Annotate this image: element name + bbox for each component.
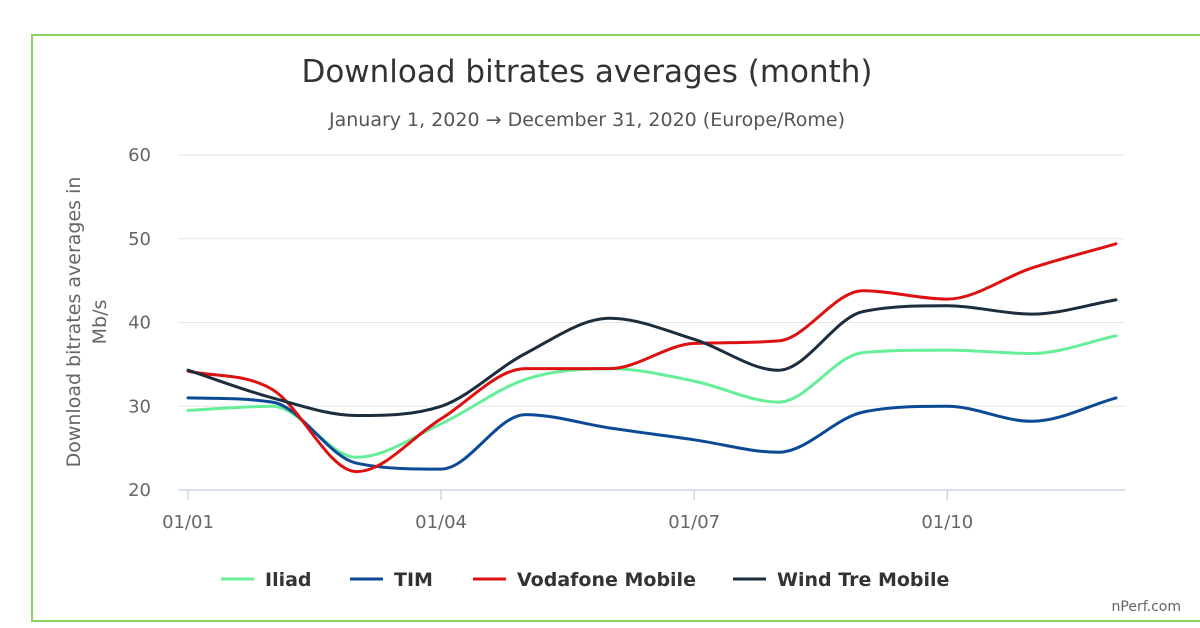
legend-label: TIM xyxy=(394,569,433,591)
y-axis-label-line-1: Download bitrates averages in xyxy=(63,177,85,468)
legend-label: Iliad xyxy=(265,569,312,591)
series-lines xyxy=(186,242,1118,474)
y-axis-ticks: 20 30 40 50 60 xyxy=(128,145,151,501)
y-tick-label: 20 xyxy=(128,480,151,501)
legend-item-iliad[interactable]: Iliad xyxy=(221,569,312,591)
legend-item-vodafone-mobile[interactable]: Vodafone Mobile xyxy=(473,569,696,591)
x-tick-label: 01/01 xyxy=(162,512,214,533)
series-line-tim xyxy=(186,396,1118,471)
chart-subtitle: January 1, 2020 → December 31, 2020 (Eur… xyxy=(328,109,845,131)
legend-item-tim[interactable]: TIM xyxy=(350,569,433,591)
legend-label: Wind Tre Mobile xyxy=(777,569,949,591)
credit-text: nPerf.com xyxy=(1112,599,1181,615)
x-tick-label: 01/04 xyxy=(415,512,467,533)
legend: Iliad TIM Vodafone Mobile Wind Tre Mobile xyxy=(221,569,949,591)
x-tick-label: 01/07 xyxy=(668,512,720,533)
series-line-wind-tre-mobile xyxy=(186,298,1118,417)
chart-title: Download bitrates averages (month) xyxy=(301,54,872,90)
series-line-vodafone-mobile xyxy=(186,242,1118,474)
series-line-iliad xyxy=(186,334,1118,459)
legend-item-wind-tre-mobile[interactable]: Wind Tre Mobile xyxy=(733,569,949,591)
grid-lines xyxy=(178,154,1125,407)
y-tick-label: 40 xyxy=(128,313,151,334)
legend-label: Vodafone Mobile xyxy=(517,569,696,591)
chart-frame xyxy=(31,34,1200,622)
y-tick-label: 50 xyxy=(128,229,151,250)
y-tick-label: 30 xyxy=(128,396,151,417)
x-tick-label: 01/10 xyxy=(921,512,973,533)
x-axis: 01/01 01/04 01/07 01/10 xyxy=(162,489,1125,533)
y-tick-label: 60 xyxy=(128,145,151,166)
y-axis-label-line-2: Mb/s xyxy=(89,300,111,345)
